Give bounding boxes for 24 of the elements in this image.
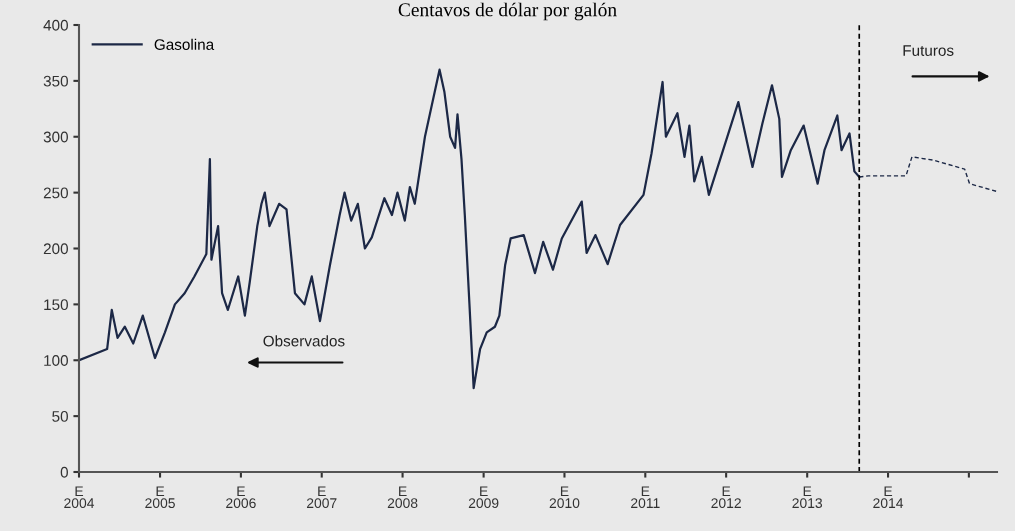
x-tick-label: E 2009: [468, 486, 499, 509]
y-tick-label: 150: [44, 299, 68, 311]
x-tick-label: E 2011: [631, 486, 660, 509]
y-tick-label: 0: [60, 466, 68, 478]
y-tick-label: 400: [43, 19, 68, 31]
legend-label: Gasolina: [154, 38, 215, 50]
y-tick-label: 250: [43, 187, 68, 199]
y-tick-label: 200: [43, 243, 68, 255]
x-tick-label: E 2005: [145, 486, 175, 509]
x-tick-label: E 2008: [387, 486, 418, 509]
x-tick-label: E 2013: [792, 486, 823, 509]
x-tick-label: E 2012: [711, 486, 741, 509]
x-tick-label: E 2014: [873, 486, 904, 509]
annotation: Futuros: [903, 45, 954, 56]
annotation: Observados: [263, 335, 345, 347]
y-tick-label: 100: [44, 355, 68, 366]
chart-title: Centavos de dólar por galón: [398, 2, 617, 21]
x-tick-label: E 2007: [306, 486, 337, 509]
x-tick-label: E 2006: [226, 486, 256, 509]
x-tick-label: E 2010: [549, 486, 580, 509]
y-tick-label: 300: [43, 131, 68, 143]
y-tick-label: 50: [52, 410, 68, 422]
x-tick-label: E 2004: [64, 486, 95, 509]
y-tick-label: 350: [43, 75, 68, 87]
